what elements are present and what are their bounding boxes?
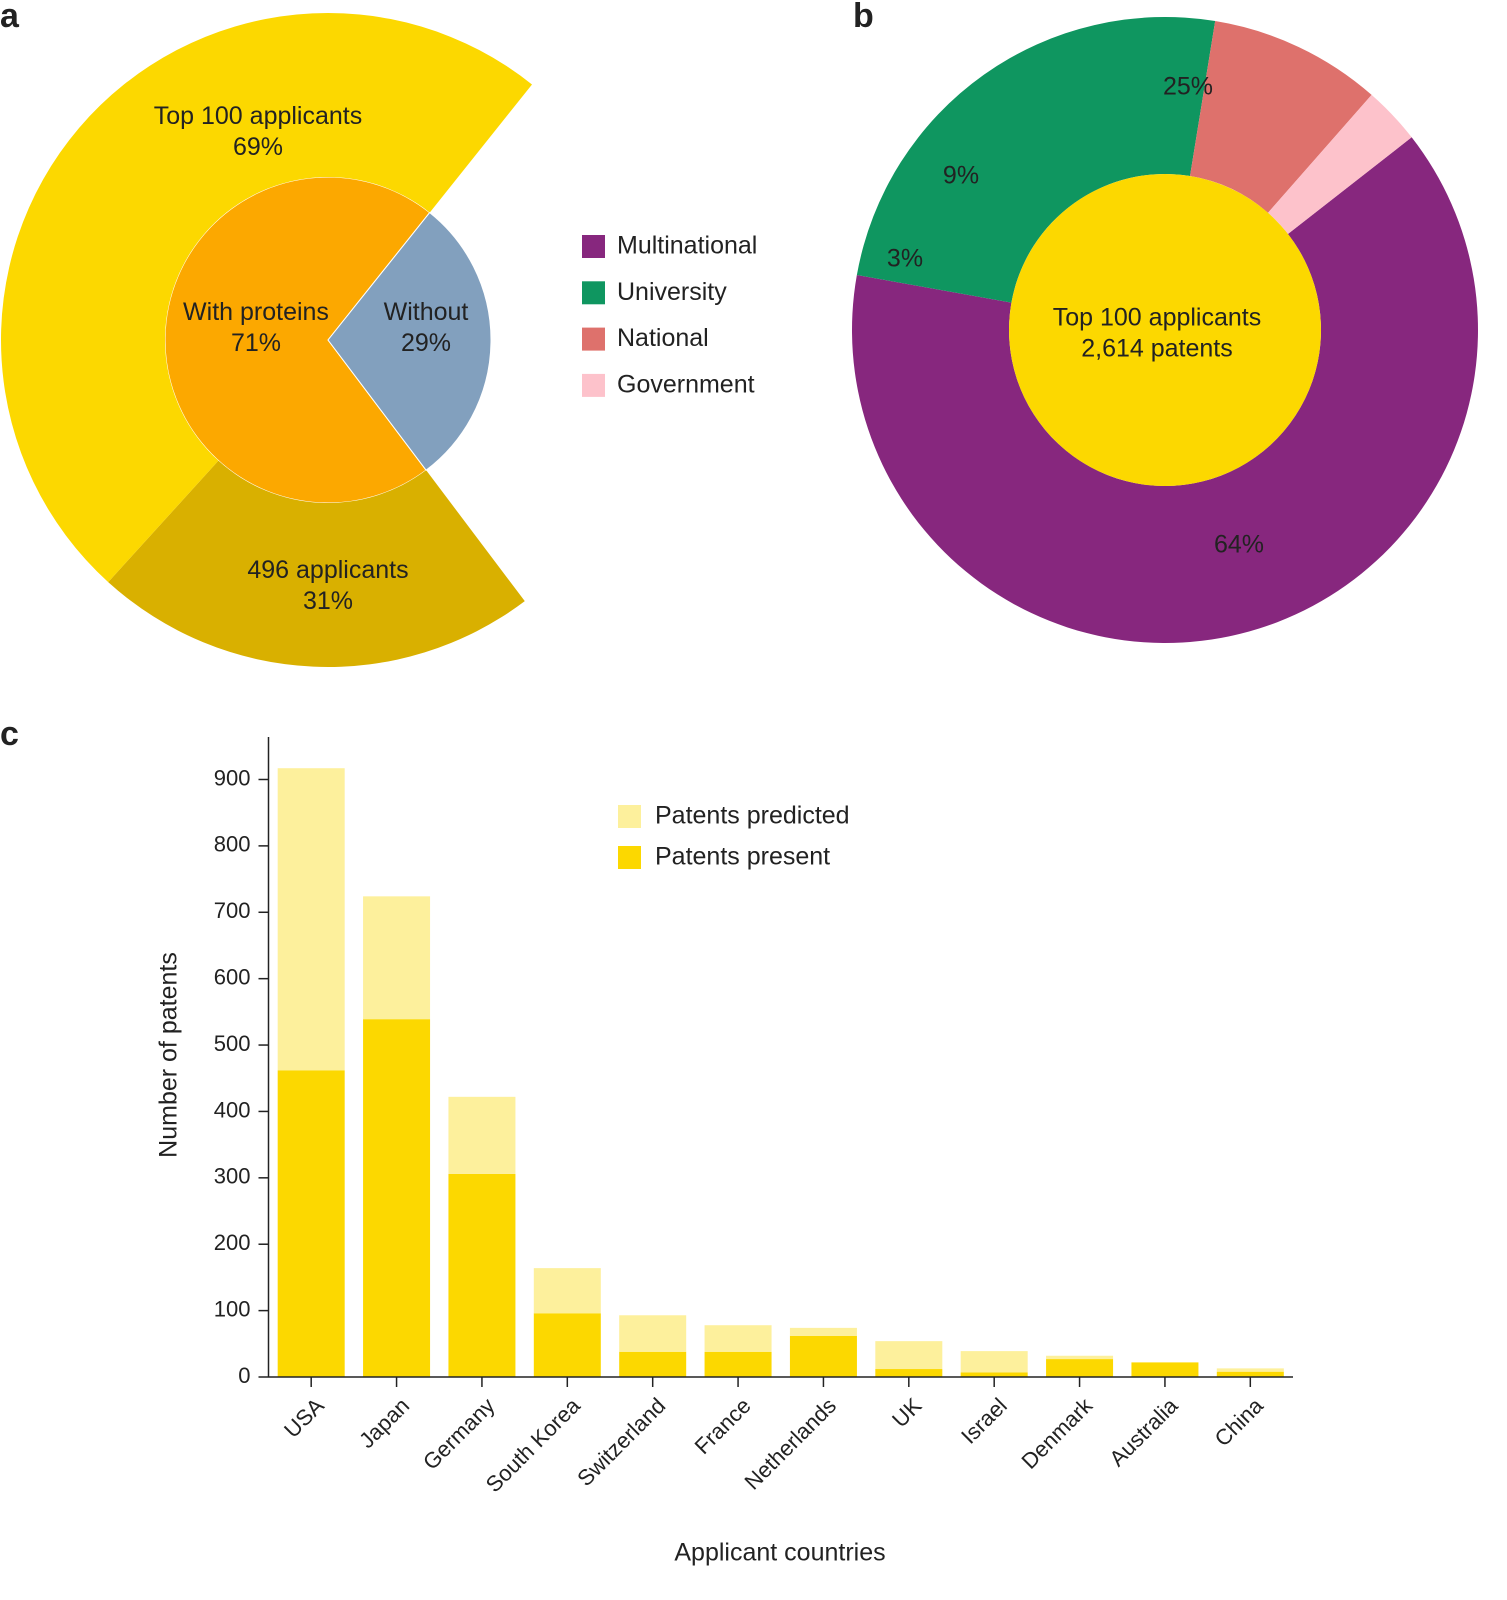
y-tick-label: 400 (214, 1097, 251, 1122)
legend-swatch (582, 327, 605, 351)
panel-label: c (0, 715, 19, 753)
value-label: 9% (943, 162, 979, 190)
y-tick-label: 600 (214, 964, 251, 989)
bar-segment (619, 1315, 687, 1352)
legend-label: Government (617, 371, 755, 399)
bar-segment (789, 1335, 857, 1377)
legend-swatch (582, 373, 605, 397)
y-tick-label: 0 (238, 1363, 250, 1388)
y-tick-label: 500 (214, 1031, 251, 1056)
bar-segment (789, 1327, 857, 1336)
legend-label: National (617, 324, 709, 352)
bar-segment (960, 1372, 1028, 1377)
bar-segment (619, 1351, 687, 1377)
label-value: 69% (233, 133, 283, 161)
bar-segment (1131, 1362, 1199, 1377)
label-name: 496 applicants (247, 556, 408, 584)
x-tick-label: Germany (418, 1393, 500, 1475)
panel-label: b (853, 0, 874, 35)
donut-segment (1267, 94, 1412, 234)
ring-segment (1, 13, 533, 583)
bar-segment (448, 1096, 516, 1174)
value-label: 25% (1163, 73, 1213, 101)
x-tick-label: France (690, 1393, 756, 1459)
y-tick-label: 900 (214, 765, 251, 790)
x-tick-label: Switzerland (572, 1393, 670, 1491)
donut-segment (856, 16, 1216, 303)
segment-label: Without 29% (384, 298, 469, 357)
bar-segment (875, 1369, 943, 1377)
bar-segment (533, 1313, 601, 1377)
legend-swatch (582, 281, 605, 305)
y-tick-label: 300 (214, 1164, 251, 1189)
bar-segment (363, 1019, 431, 1377)
bar-segment (1046, 1359, 1114, 1377)
label-name: Without (384, 298, 469, 326)
bar-segment (1216, 1368, 1284, 1372)
y-tick-label: 200 (214, 1230, 251, 1255)
center-label: 2,614 patents (1081, 335, 1233, 363)
panel-label: a (0, 0, 20, 35)
bar-segment (875, 1341, 943, 1370)
y-tick-label: 800 (214, 832, 251, 857)
bar-segment (960, 1351, 1028, 1373)
bar-segment (448, 1173, 516, 1377)
bar-segment (1046, 1355, 1114, 1360)
y-tick-label: 100 (214, 1296, 251, 1321)
x-tick-label: Israel (956, 1393, 1012, 1449)
donut-center (1009, 174, 1321, 486)
label-name: With proteins (183, 298, 329, 326)
bar-segment (533, 1268, 601, 1314)
label-value: 31% (303, 587, 353, 615)
legend-swatch (618, 805, 641, 828)
legend-label: Patents predicted (655, 802, 850, 830)
x-tick-label: Denmark (1016, 1392, 1097, 1473)
x-tick-label: China (1210, 1392, 1269, 1451)
bar-segment (704, 1351, 772, 1377)
pie-segment (164, 176, 431, 504)
segment-label: With proteins 71% (183, 298, 329, 357)
y-tick-label: 700 (214, 898, 251, 923)
y-axis-title: Number of patents (155, 952, 183, 1158)
donut-segment (851, 137, 1478, 643)
label-name: Top 100 applicants (154, 102, 362, 130)
label-value: 29% (401, 329, 451, 357)
legend-swatch (618, 846, 641, 869)
value-label: 64% (1214, 531, 1264, 559)
x-tick-label: Australia (1104, 1392, 1183, 1471)
x-tick-label: UK (887, 1393, 927, 1433)
donut-segment (1190, 21, 1372, 213)
bar-segment (277, 768, 345, 1071)
bar-segment (277, 1070, 345, 1377)
segment-label: Top 100 applicants 69% (154, 102, 362, 161)
segment-label: 496 applicants 31% (247, 556, 408, 615)
legend-label: University (617, 278, 727, 306)
pie-segment (327, 211, 492, 471)
legend-label: Multinational (617, 232, 757, 260)
x-tick-label: USA (279, 1393, 329, 1443)
bar-segment (1216, 1371, 1284, 1377)
center-label: Top 100 applicants (1053, 304, 1261, 332)
ring-segment (108, 460, 525, 667)
legend-swatch (582, 235, 605, 258)
x-axis-title: Applicant countries (674, 1539, 885, 1567)
x-tick-label: Japan (354, 1393, 414, 1453)
legend-label: Patents present (655, 843, 830, 871)
x-tick-label: Netherlands (740, 1393, 842, 1495)
value-label: 3% (887, 245, 923, 273)
label-value: 71% (231, 329, 281, 357)
bar-segment (704, 1325, 772, 1352)
bar-segment (363, 896, 431, 1020)
